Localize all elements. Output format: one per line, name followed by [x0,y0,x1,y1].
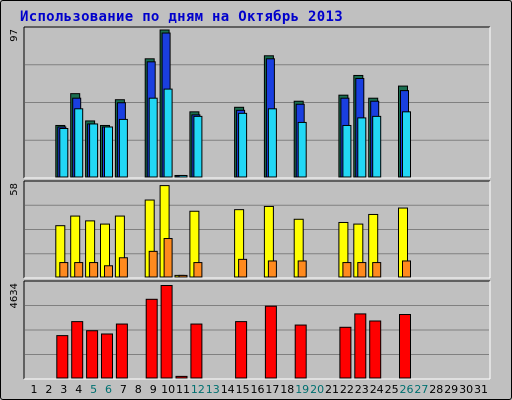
traffic-bar [115,323,128,379]
x-tick-label: 26 [400,383,414,396]
files-bar [357,117,367,178]
files-bar [402,111,411,178]
visits-bar [163,238,173,278]
x-tick-label: 6 [105,383,112,396]
y-max-label-traffic: 4634 [9,283,20,308]
x-tick-label: 7 [120,383,127,396]
y-max-label-hits-files: 97 [9,29,20,42]
traffic-bar [264,305,277,379]
x-tick-label: 2 [45,383,52,396]
x-tick-label: 14 [221,383,235,396]
x-tick-label: 8 [135,383,142,396]
x-tick-label: 11 [176,383,190,396]
traffic-bar [235,321,248,379]
visits-bar [238,258,248,278]
visits-bar [118,257,128,278]
traffic-bar [71,321,84,379]
x-tick-label: 12 [191,383,205,396]
files-bar [342,124,352,178]
traffic-bar [399,314,411,379]
traffic-bar [145,298,158,379]
visits-bar [89,262,99,278]
x-tick-label: 5 [90,383,97,396]
files-bar [297,121,307,178]
traffic-bar [56,335,69,379]
traffic-bar [190,323,203,379]
files-bar [193,115,203,178]
traffic-bar [101,333,113,379]
files-bar [118,118,128,178]
x-tick-label: 1 [31,383,38,396]
traffic-bar [175,375,188,379]
traffic-bar [294,324,307,379]
x-tick-label: 19 [295,383,309,396]
x-tick-label: 13 [206,383,220,396]
visits-bar [357,262,367,278]
x-tick-label: 15 [236,383,250,396]
x-tick-label: 30 [459,383,473,396]
x-tick-label: 31 [474,383,488,396]
visits-bar [193,262,203,278]
y-max-label-pages-visits: 58 [9,183,20,196]
traffic-bar [339,326,352,379]
x-tick-label: 16 [251,383,265,396]
files-bar [89,123,99,178]
files-bar [372,115,382,178]
files-bar [178,174,188,178]
x-tick-label: 4 [75,383,82,396]
x-tick-label: 27 [414,383,428,396]
x-tick-label: 10 [161,383,175,396]
files-bar [238,112,248,178]
traffic-bar [354,313,367,379]
files-bar [163,88,173,178]
x-tick-label: 20 [310,383,324,396]
files-bar [148,97,158,178]
x-tick-label: 28 [429,383,443,396]
chart-title: Использование по дням на Октябрь 2013 [20,9,343,25]
visits-bar [74,262,84,278]
traffic-bar [369,320,382,379]
files-bar [104,126,113,178]
visits-bar [402,260,411,278]
visits-bar [342,262,352,278]
x-tick-label: 18 [280,383,294,396]
traffic-bar [160,285,173,379]
visits-bar [178,274,188,278]
x-tick-label: 21 [325,383,339,396]
x-tick-label: 23 [355,383,369,396]
x-tick-label: 25 [385,383,399,396]
visits-bar [372,262,382,278]
x-tick-label: 17 [265,383,279,396]
visits-bar [297,260,307,278]
x-tick-label: 22 [340,383,354,396]
visits-bar [267,260,277,278]
x-tick-label: 24 [370,383,384,396]
x-tick-label: 3 [60,383,67,396]
files-bar [74,108,84,178]
visits-bar [59,262,69,278]
visits-bar [104,265,113,278]
visits-bar [148,250,158,278]
files-bar [59,128,69,178]
files-bar [267,108,277,178]
traffic-bar [86,330,99,379]
x-tick-label: 9 [150,383,157,396]
x-tick-label: 29 [444,383,458,396]
